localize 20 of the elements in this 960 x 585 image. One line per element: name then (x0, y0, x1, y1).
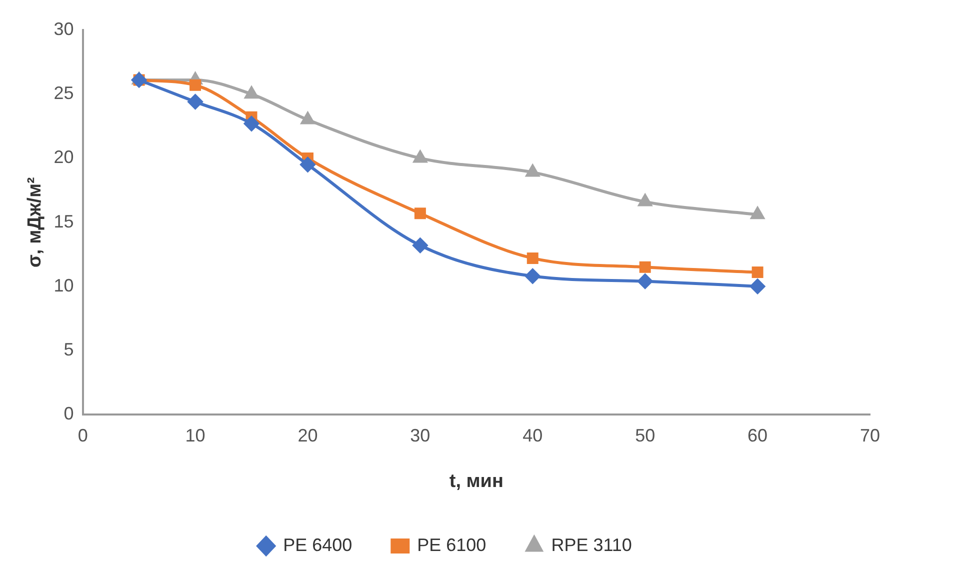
x-tick-label: 30 (410, 425, 430, 446)
y-tick-label: 10 (54, 275, 74, 296)
legend-label: PE 6400 (283, 534, 352, 555)
y-tick-label: 15 (54, 211, 74, 232)
y-tick-label: 5 (64, 339, 74, 360)
y-tick-label: 20 (54, 147, 74, 168)
x-tick-label: 70 (860, 425, 880, 446)
x-axis-title: t, мин (449, 470, 504, 492)
x-tick-label: 0 (78, 425, 88, 446)
x-tick-label: 50 (635, 425, 656, 446)
legend-label: RPE 3110 (551, 534, 632, 555)
legend-label: PE 6100 (417, 534, 486, 555)
x-tick-label: 20 (298, 425, 318, 446)
x-tick-label: 40 (522, 425, 543, 446)
y-axis-title: σ, мДж/м² (24, 177, 46, 268)
x-tick-label: 10 (185, 425, 206, 446)
y-tick-label: 0 (64, 404, 74, 424)
x-tick-label: 60 (748, 425, 768, 446)
y-tick-label: 30 (54, 18, 74, 39)
y-tick-label: 25 (54, 83, 74, 104)
